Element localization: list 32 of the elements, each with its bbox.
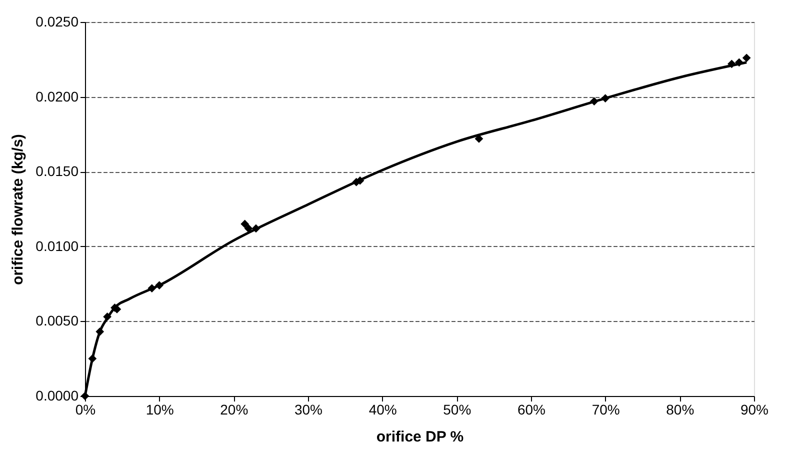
- x-tick-label: 70%: [592, 402, 620, 418]
- point: [244, 224, 253, 233]
- point: [742, 54, 751, 62]
- point: [240, 220, 249, 228]
- x-tick-label: 30%: [294, 402, 323, 418]
- x-tick-label: 0%: [75, 402, 96, 418]
- point: [252, 224, 260, 233]
- x-tick-label: 10%: [146, 402, 174, 418]
- y-tick-label: 0.0150: [36, 163, 79, 180]
- point: [601, 94, 610, 102]
- x-tick-label: 60%: [517, 402, 546, 418]
- point: [88, 354, 97, 363]
- point: [474, 134, 484, 143]
- x-tick-label: 40%: [368, 402, 397, 418]
- point: [155, 281, 164, 290]
- point: [734, 58, 744, 67]
- y-tick-label: 0.0050: [36, 312, 79, 329]
- x-tick-label: 90%: [740, 402, 769, 418]
- point: [96, 327, 104, 336]
- y-tick-label: 0.0200: [36, 88, 79, 104]
- y-tick-label: 0.0000: [36, 388, 79, 404]
- y-tick-label: 0.0100: [36, 238, 79, 254]
- point: [103, 312, 112, 321]
- y-tick-label: 0.0250: [36, 14, 79, 30]
- point: [148, 284, 156, 292]
- x-tick-label: 50%: [443, 402, 472, 418]
- x-tick-label: 20%: [220, 402, 248, 418]
- x-tick-label: 80%: [666, 402, 694, 418]
- point: [728, 60, 736, 68]
- y-axis-title: orifice flowrate (kg/s): [10, 134, 27, 285]
- point: [590, 97, 598, 106]
- x-axis-title: orifice DP %: [376, 428, 464, 446]
